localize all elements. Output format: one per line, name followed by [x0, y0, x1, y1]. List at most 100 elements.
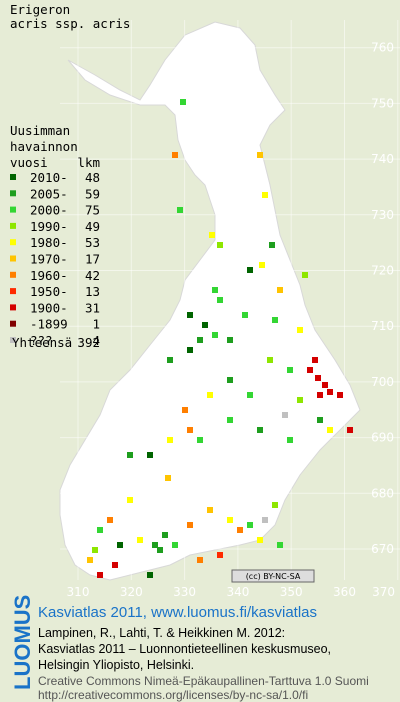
- occurrence: [187, 312, 193, 318]
- x-tick-label: 330: [173, 585, 196, 599]
- occurrence: [212, 287, 218, 293]
- occurrence: [207, 392, 213, 398]
- occurrence: [217, 242, 223, 248]
- occurrence: [165, 475, 171, 481]
- occurrence: [322, 382, 328, 388]
- occurrence: [92, 547, 98, 553]
- occurrence: [187, 427, 193, 433]
- atlas-link: Kasviatlas 2011, www.luomus.fi/kasviatla…: [38, 604, 317, 621]
- legend-heading: havainnon: [10, 139, 78, 154]
- legend-swatch: [10, 304, 16, 311]
- occurrence: [315, 375, 321, 381]
- occurrence: [272, 502, 278, 508]
- occurrence: [197, 557, 203, 563]
- legend-count: 49: [85, 219, 100, 234]
- legend-swatch: [10, 255, 16, 262]
- occurrence: [262, 192, 268, 198]
- legend-heading: vuosi: [10, 155, 48, 170]
- occurrence: [137, 537, 143, 543]
- occurrence: [97, 572, 103, 578]
- legend-total-label: Yhteensä: [12, 335, 72, 350]
- y-tick-label: 690: [371, 431, 394, 445]
- occurrence: [227, 337, 233, 343]
- occurrence: [242, 312, 248, 318]
- legend-count: 31: [85, 300, 100, 315]
- occurrence: [180, 99, 186, 105]
- occurrence: [147, 452, 153, 458]
- license-badge: [231, 569, 315, 583]
- x-tick-label: 320: [120, 585, 143, 599]
- x-tick-label: 360: [333, 585, 356, 599]
- occurrence: [107, 517, 113, 523]
- y-tick-label: 760: [371, 41, 394, 55]
- occurrence: [317, 392, 323, 398]
- license-badge-text: (cc) BY-NC-SA: [246, 572, 301, 581]
- license-text: Creative Commons Nimeä-Epäkaupallinen-Ta…: [38, 674, 369, 688]
- legend-count-heading: lkm: [77, 155, 100, 170]
- y-tick-label: 730: [371, 208, 394, 222]
- occurrence: [297, 327, 303, 333]
- legend-label: 2000-: [30, 203, 68, 218]
- occurrence: [297, 397, 303, 403]
- legend-count: 48: [85, 170, 100, 185]
- y-tick-label: 670: [371, 542, 394, 556]
- occurrence: [347, 427, 353, 433]
- occurrence: [177, 207, 183, 213]
- occurrence: [187, 522, 193, 528]
- legend-label: 1980-: [30, 235, 68, 250]
- occurrence: [312, 357, 318, 363]
- legend-count: 4: [92, 333, 100, 348]
- occurrence: [112, 562, 118, 568]
- legend-label: 1950-: [30, 284, 68, 299]
- x-tick-label: 370: [372, 585, 395, 599]
- legend-label: ???: [30, 333, 53, 348]
- occurrence: [269, 242, 275, 248]
- x-tick-label: 350: [280, 585, 303, 599]
- legend-heading: Uusimman: [10, 123, 70, 138]
- legend-label: 1990-: [30, 219, 68, 234]
- occurrence: [87, 557, 93, 563]
- y-tick-label: 710: [371, 319, 394, 333]
- occurrence: [272, 317, 278, 323]
- occurrence: [127, 497, 133, 503]
- occurrence: [182, 407, 188, 413]
- occurrence: [117, 542, 123, 548]
- title: Erigeron: [10, 2, 70, 17]
- occurrence: [327, 427, 333, 433]
- occurrence: [257, 427, 263, 433]
- legend-swatch: [10, 222, 16, 229]
- occurrence: [167, 437, 173, 443]
- occurrence: [217, 297, 223, 303]
- y-tick-label: 700: [371, 375, 394, 389]
- legend-label: 1970-: [30, 252, 68, 267]
- occurrence: [307, 367, 313, 373]
- legend-label: 1900-: [30, 300, 68, 315]
- occurrence: [337, 392, 343, 398]
- legend-count: 59: [85, 186, 100, 201]
- y-tick-label: 750: [371, 96, 394, 110]
- legend-swatch: [10, 206, 16, 213]
- citation: Kasviatlas 2011 – Luonnontieteellinen ke…: [38, 642, 331, 656]
- legend-count: 75: [85, 203, 100, 218]
- brand: LUOMUS: [10, 595, 35, 690]
- occurrence: [262, 517, 268, 523]
- occurrence: [167, 357, 173, 363]
- legend-label: 1960-: [30, 268, 68, 283]
- x-tick-label: 310: [67, 585, 90, 599]
- legend-count: 42: [85, 268, 100, 283]
- occurrence: [157, 547, 163, 553]
- x-tick-label: 340: [226, 585, 249, 599]
- occurrence: [247, 392, 253, 398]
- occurrence: [97, 527, 103, 533]
- legend-count: 1: [92, 317, 100, 332]
- occurrence: [227, 417, 233, 423]
- occurrence: [257, 537, 263, 543]
- legend-label: 2005-: [30, 186, 68, 201]
- occurrence: [227, 377, 233, 383]
- y-tick-label: 680: [371, 486, 394, 500]
- occurrence: [257, 152, 263, 158]
- occurrence: [162, 532, 168, 538]
- legend-swatch: [10, 288, 16, 295]
- occurrence: [217, 552, 223, 558]
